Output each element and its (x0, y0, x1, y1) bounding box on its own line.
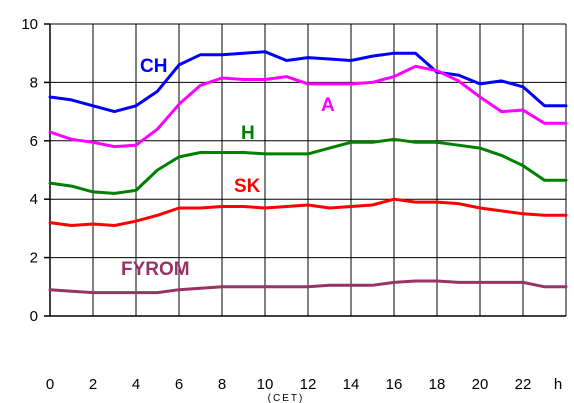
x-tick-label: 4 (132, 376, 140, 393)
x-tick-label: 2 (89, 376, 97, 393)
series-label-h: H (241, 123, 255, 144)
series-line-a (48, 64, 568, 149)
x-axis-sublabel: (CET) (268, 393, 305, 403)
series-line-fyrom (48, 279, 568, 295)
y-tick-label: 8 (30, 74, 38, 91)
series-label-sk: SK (234, 176, 261, 197)
series-label-ch: CH (140, 56, 167, 77)
series-lines (48, 50, 568, 295)
x-tick-label: 20 (472, 376, 489, 393)
x-unit-label: h (554, 376, 562, 393)
series-line-ch (48, 50, 568, 114)
series-label-fyrom: FYROM (121, 259, 190, 280)
x-tick-label: 0 (46, 376, 54, 393)
x-tick-label: 12 (300, 376, 317, 393)
x-tick-label: 16 (386, 376, 403, 393)
x-tick-labels: 0 2 4 6 8 10 12 14 16 18 20 22 (46, 376, 532, 393)
y-tick-label: 10 (21, 16, 38, 33)
y-tick-label: 4 (30, 191, 38, 208)
x-tick-label: 10 (257, 376, 274, 393)
x-tick-label: 18 (429, 376, 446, 393)
x-tick-label: 14 (343, 376, 360, 393)
y-tick-label: 2 (30, 250, 38, 267)
y-tick-label: 0 (30, 308, 38, 325)
series-line-h (48, 137, 568, 195)
series-labels: CH A H SK FYROM (121, 56, 335, 280)
x-tick-label: 8 (218, 376, 226, 393)
x-tick-label: 22 (515, 376, 532, 393)
axes (44, 23, 566, 317)
series-line-sk (48, 197, 568, 227)
y-tick-labels: 0 2 4 6 8 10 (21, 16, 38, 325)
y-tick-label: 6 (30, 133, 38, 150)
series-label-a: A (321, 95, 335, 116)
x-tick-label: 6 (175, 376, 183, 393)
